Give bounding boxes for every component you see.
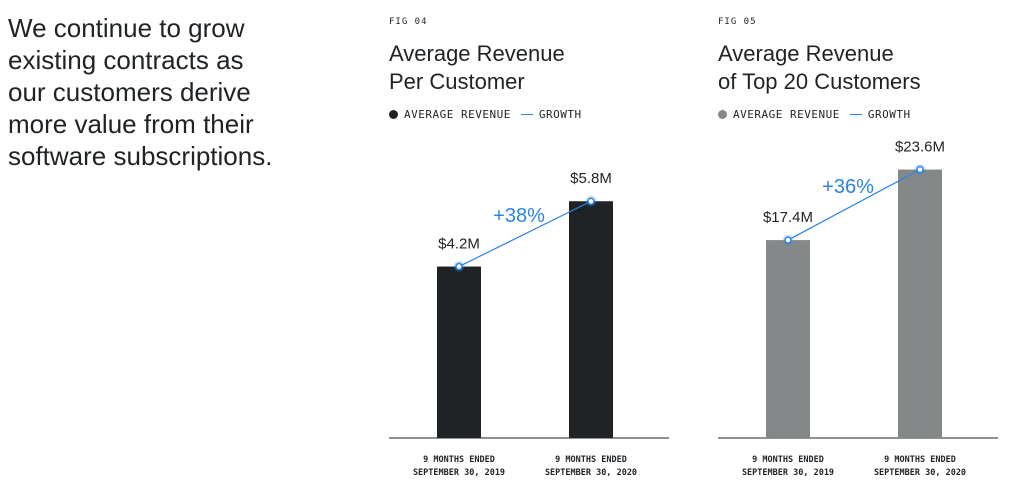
legend-growth-line	[849, 113, 862, 115]
growth-point-0	[784, 236, 792, 244]
legend-growth-line	[520, 113, 533, 115]
figure-label: FIG 05	[718, 17, 757, 27]
growth-line	[787, 169, 921, 241]
growth-point-1	[587, 197, 595, 205]
growth-label: +36%	[822, 176, 874, 198]
bar-value-label-0: $4.2M	[438, 236, 480, 253]
x-tick-label-1-0: 9 MONTHS ENDED	[555, 455, 627, 465]
legend-bar-swatch	[718, 109, 727, 119]
figure-average-revenue-top-20: FIG 05 Average Revenue of Top 20 Custome…	[718, 0, 998, 490]
bar-value-label-1: $23.6M	[895, 140, 945, 156]
x-tick-label-1-1: SEPTEMBER 30, 2020	[874, 468, 966, 478]
bar-1	[569, 201, 613, 438]
bar-value-label-1: $5.8M	[570, 170, 612, 187]
x-tick-label-0-1: SEPTEMBER 30, 2019	[742, 468, 834, 478]
x-tick-label-0-0: 9 MONTHS ENDED	[752, 455, 824, 465]
x-tick-label-1-0: 9 MONTHS ENDED	[884, 455, 956, 465]
bar-value-label-0: $17.4M	[763, 209, 813, 226]
chart-title: Average Revenue of Top 20 Customers	[718, 41, 921, 94]
bar-chart: $4.2M 9 MONTHS ENDED SEPTEMBER 30, 2019 $5.…	[389, 170, 669, 478]
figure-label: FIG 04	[389, 17, 428, 27]
legend-growth-label: GROWTH	[538, 107, 582, 121]
growth-point-1	[916, 165, 924, 174]
legend-growth-label: GROWTH	[867, 107, 911, 121]
figure-average-revenue-per-customer: FIG 04 Average Revenue Per Customer AVER…	[389, 0, 669, 490]
chart-legend: AVERAGE REVENUE GROWTH	[389, 106, 582, 122]
chart-title: Average Revenue Per Customer	[389, 41, 565, 94]
section-headline: We continue to grow existing contracts a…	[8, 13, 273, 171]
chart-legend: AVERAGE REVENUE GROWTH	[718, 106, 911, 122]
legend-bars-label: AVERAGE REVENUE	[733, 107, 840, 121]
growth-label: +38%	[493, 205, 545, 227]
x-tick-label-1-1: SEPTEMBER 30, 2020	[545, 468, 637, 478]
bar-0	[766, 240, 810, 438]
legend-bar-swatch	[389, 109, 398, 119]
x-tick-label-0-1: SEPTEMBER 30, 2019	[413, 468, 505, 478]
bar-chart: $17.4M 9 MONTHS ENDED SEPTEMBER 30, 2019 $2…	[718, 140, 998, 478]
legend-bars-label: AVERAGE REVENUE	[404, 107, 511, 121]
bar-1	[898, 169, 942, 439]
growth-line	[458, 200, 592, 268]
bar-0	[437, 266, 481, 438]
growth-point-0	[455, 262, 463, 271]
x-tick-label-0-0: 9 MONTHS ENDED	[423, 455, 495, 465]
